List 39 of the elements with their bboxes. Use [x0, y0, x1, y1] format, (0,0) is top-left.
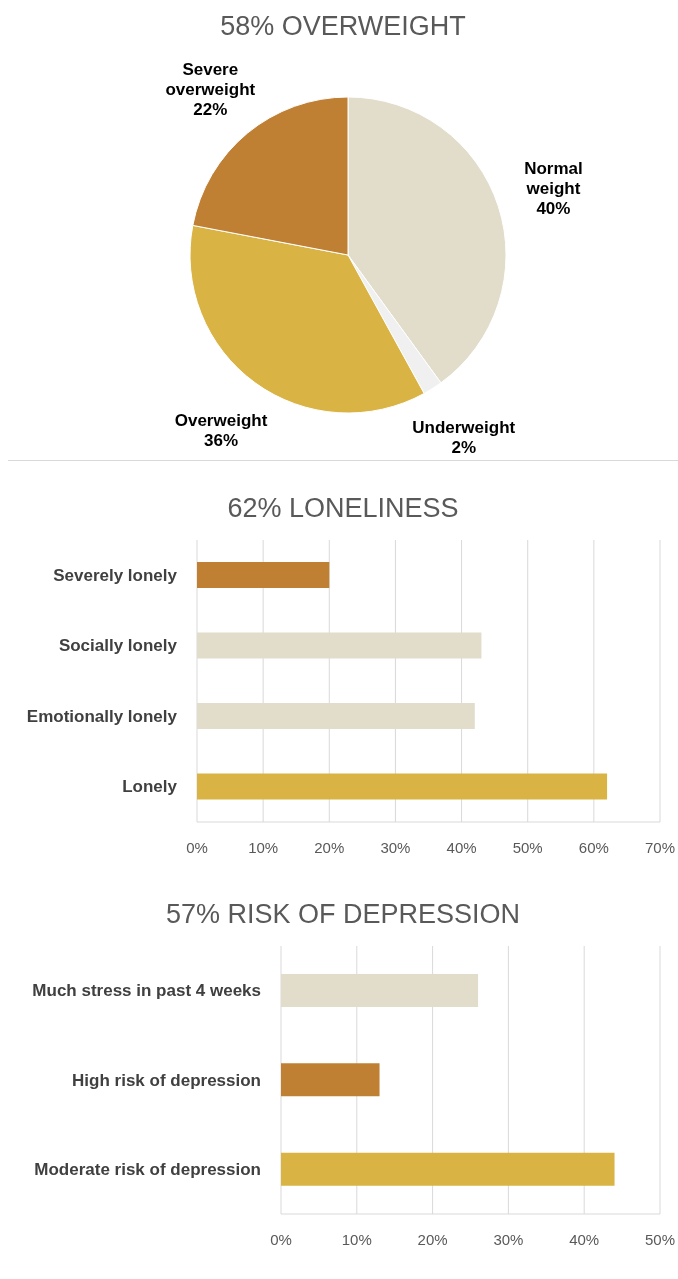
x-tick-label: 10% — [341, 1230, 372, 1248]
bar — [197, 703, 475, 729]
bar — [197, 773, 608, 800]
x-tick-label: 50% — [512, 838, 543, 856]
slice-label: Severe overweight — [165, 59, 256, 99]
y-tick-label: Much stress in past 4 weeks — [32, 981, 261, 1001]
y-tick-label: Moderate risk of depression — [34, 1159, 261, 1179]
bar — [281, 1152, 615, 1186]
chart-title: 62% LONELINESS — [226, 492, 460, 525]
data-label: 36% — [204, 430, 239, 450]
x-tick-label: 0% — [270, 1230, 292, 1248]
bar — [281, 1063, 380, 1097]
data-label: 22% — [193, 99, 228, 119]
slice-label: Normal weight — [524, 158, 583, 198]
chart-title: 57% RISK OF DEPRESSION — [164, 898, 522, 931]
x-tick-label: 60% — [578, 838, 609, 856]
x-tick-label: 20% — [417, 1230, 448, 1248]
x-tick-label: 50% — [644, 1230, 676, 1248]
y-tick-label: Socially lonely — [58, 636, 178, 656]
x-tick-label: 70% — [644, 838, 676, 856]
y-tick-label: Lonely — [122, 777, 178, 797]
x-tick-label: 0% — [186, 838, 208, 856]
bar — [197, 562, 330, 588]
data-label: 40% — [536, 198, 571, 218]
x-tick-label: 40% — [446, 838, 477, 856]
slice-label: Overweight — [174, 410, 268, 430]
bar — [281, 974, 479, 1007]
y-tick-label: Emotionally lonely — [26, 706, 178, 726]
bar — [197, 632, 482, 659]
x-tick-label: 20% — [314, 838, 345, 856]
slice-label: Underweight — [412, 417, 516, 437]
y-tick-label: Severely lonely — [53, 565, 178, 585]
chart-title: 58% OVERWEIGHT — [219, 10, 467, 43]
data-label: 2% — [451, 437, 477, 457]
x-tick-label: 30% — [380, 838, 411, 856]
x-tick-label: 30% — [493, 1230, 524, 1248]
x-tick-label: 40% — [569, 1230, 600, 1248]
x-tick-label: 10% — [248, 838, 279, 856]
y-tick-label: High risk of depression — [72, 1070, 261, 1090]
